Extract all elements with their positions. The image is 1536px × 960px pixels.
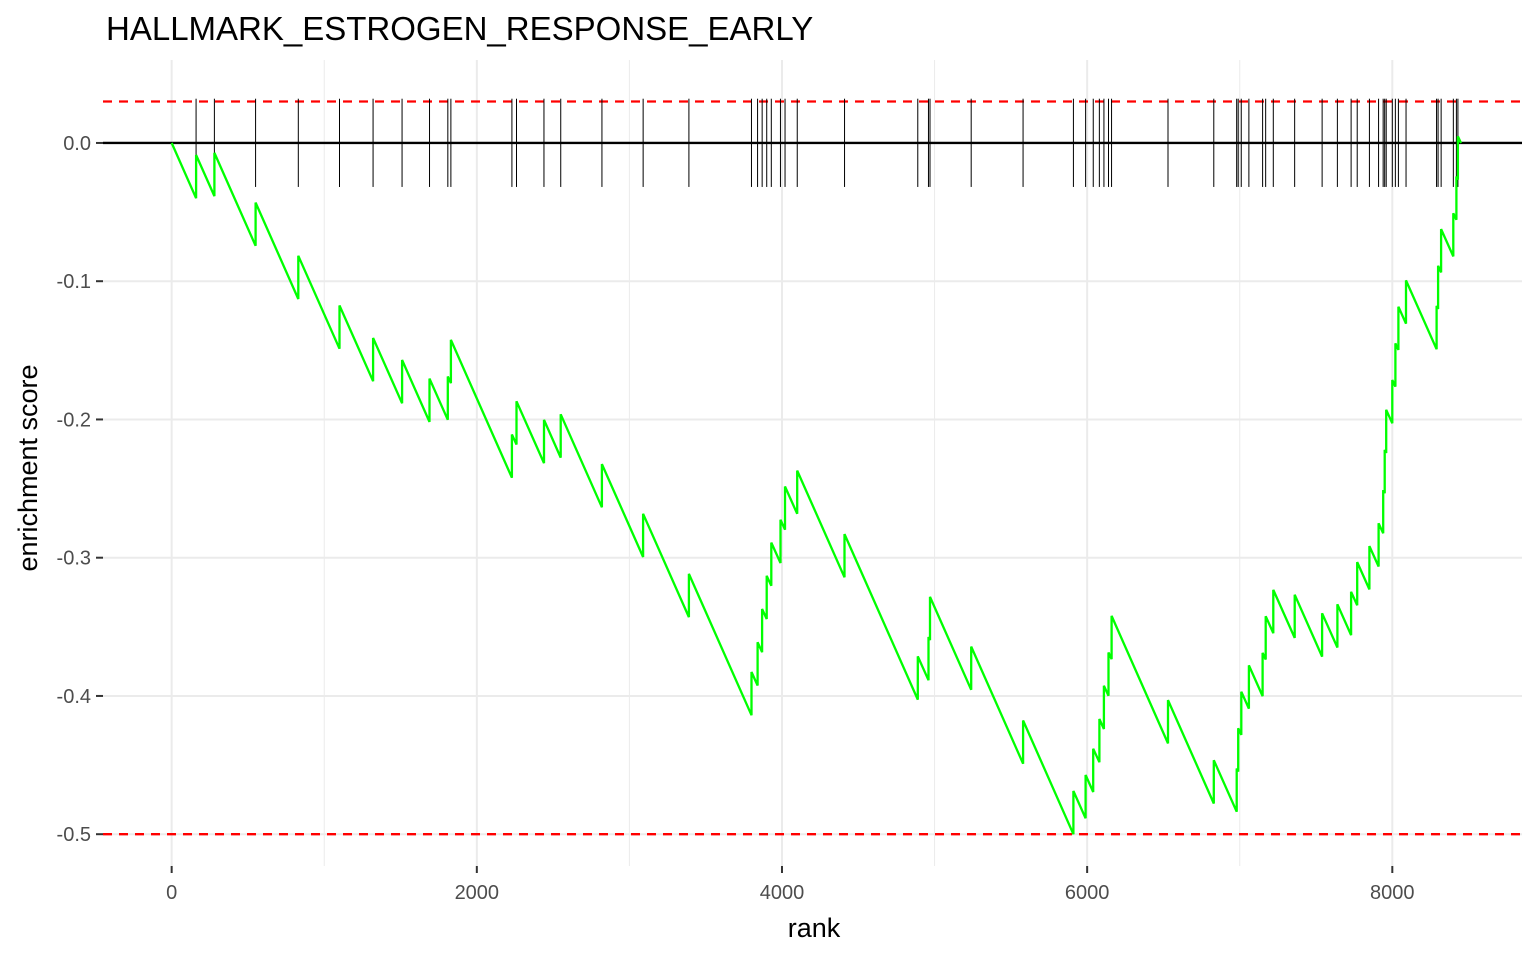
y-tick-label: 0.0 <box>63 133 91 155</box>
grid-lines <box>103 60 1522 866</box>
y-tick-label: -0.3 <box>57 548 91 570</box>
x-tick-label: 8000 <box>1370 882 1415 904</box>
x-tick-label: 6000 <box>1065 882 1110 904</box>
y-tick-label: -0.4 <box>57 686 91 708</box>
y-axis-ticks: 0.0 -0.1 -0.2 -0.3 -0.4 -0.5 <box>57 133 103 846</box>
running-enrichment-score-line <box>170 135 1463 835</box>
chart-title: HALLMARK_ESTROGEN_RESPONSE_EARLY <box>106 10 813 47</box>
x-tick-label: 4000 <box>760 882 805 904</box>
y-tick-label: -0.1 <box>57 271 91 293</box>
x-tick-label: 0 <box>166 882 177 904</box>
y-axis-title: enrichment score <box>13 364 43 571</box>
y-tick-label: -0.2 <box>57 409 91 431</box>
gene-hit-markers <box>195 98 1459 187</box>
reference-lines <box>103 100 1522 836</box>
y-tick-label: -0.5 <box>57 824 91 846</box>
x-axis-ticks: 0 2000 4000 6000 8000 <box>166 866 1415 904</box>
x-axis-title: rank <box>788 913 841 943</box>
x-tick-label: 2000 <box>455 882 500 904</box>
